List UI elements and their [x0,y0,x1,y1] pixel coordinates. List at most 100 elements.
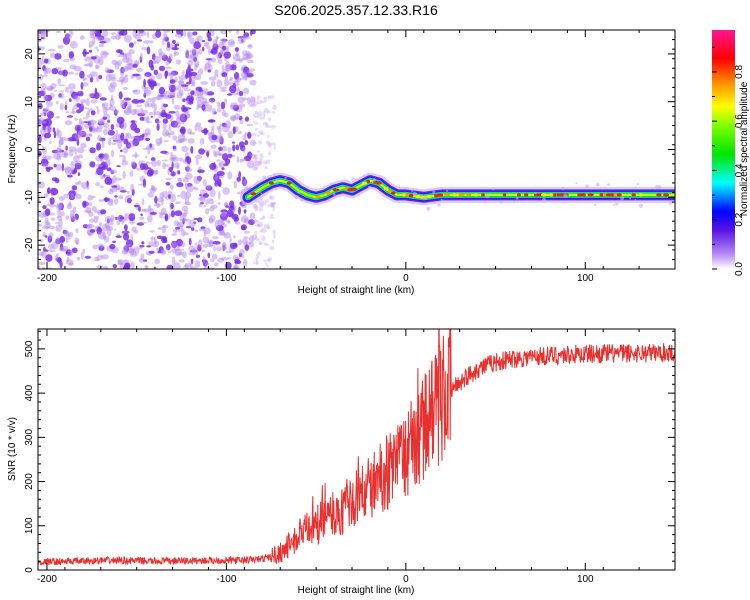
noise-speckle [235,144,240,151]
noise-speckle [259,157,263,161]
noise-speckle [38,261,46,265]
noise-speckle [190,146,194,154]
noise-speckle [239,119,244,125]
noise-speckle [201,104,206,111]
noise-speckle [190,258,194,264]
noise-speckle [225,219,231,223]
snr-panel: -200 -100 0 100 0 100 200 300 400 500 Height of s… [7,328,676,596]
noise-speckle [150,40,154,44]
signal-fringe [257,172,673,211]
noise-speckle [265,125,272,128]
noise-speckle [60,211,65,217]
noise-speckle [169,157,176,161]
noise-speckle [103,122,110,129]
noise-speckle [54,255,58,261]
noise-speckle [114,195,118,198]
noise-speckle [180,84,189,87]
signal-peak [656,193,662,197]
noise-speckle [172,229,178,233]
noise-speckle [173,50,177,57]
noise-speckle [113,198,119,205]
noise-speckle [149,230,156,233]
noise-speckle [271,142,276,146]
noise-speckle [164,164,170,167]
noise-speckle [59,103,64,111]
noise-speckle [211,134,218,141]
noise-speckle [123,212,130,221]
noise-speckle [232,144,236,152]
noise-speckle [120,132,125,141]
noise-speckle [263,242,267,246]
noise-speckle [54,178,60,184]
noise-speckle [270,125,277,129]
fringe-dot [426,206,431,211]
noise-speckle [97,118,106,125]
noise-speckle [198,239,203,248]
noise-speckle [176,91,183,99]
noise-speckle [238,141,245,149]
noise-speckle [234,113,241,120]
signal-peak [415,195,422,199]
noise-speckle [222,124,230,133]
noise-speckle [70,192,74,199]
noise-speckle [269,202,276,208]
noise-speckle [80,251,84,260]
noise-speckle [161,225,166,234]
noise-speckle [272,104,277,111]
noise-speckle [254,235,258,241]
noise-speckle [210,80,216,87]
noise-speckle [222,243,227,251]
noise-speckle [174,201,182,205]
noise-speckle [163,30,170,33]
signal-peak [332,188,340,192]
noise-speckle [210,57,217,63]
noise-speckle [201,250,206,252]
noise-speckle [217,102,221,108]
noise-speckle [267,259,271,262]
noise-speckle [43,193,49,198]
noise-speckle [139,163,145,171]
noise-speckle [244,140,249,146]
fringe-dot [595,182,600,187]
noise-speckle [83,121,89,124]
noise-speckle [168,132,171,138]
noise-speckle [112,240,116,243]
noise-speckle [88,44,93,49]
noise-speckle [233,235,236,239]
noise-speckle [75,240,79,245]
noise-speckle [68,51,75,59]
noise-speckle [229,200,235,209]
noise-speckle [177,35,183,39]
noise-speckle [203,193,209,198]
noise-speckle [246,160,255,169]
noise-speckle [252,113,256,118]
noise-speckle [153,266,157,269]
noise-speckle [180,190,188,199]
noise-speckle [251,153,257,160]
noise-speckle [201,40,206,43]
noise-speckle [269,195,273,200]
noise-speckle [252,166,258,171]
noise-speckle [40,83,47,91]
noise-speckle [44,249,49,252]
noise-speckle [207,60,211,67]
noise-speckle [189,49,196,54]
noise-speckle [84,107,88,110]
noise-speckle [107,120,110,123]
noise-speckle [181,228,186,237]
noise-speckle [229,41,236,45]
noise-speckle [217,178,222,187]
noise-speckle [134,89,138,93]
noise-speckle [220,30,227,34]
noise-speckle [121,249,128,255]
noise-speckle [157,227,163,230]
noise-speckle [165,113,172,120]
noise-speckle [48,232,54,239]
noise-speckle [259,153,264,159]
noise-speckle [193,186,196,189]
snr-y-tick-label: 0 [24,567,35,573]
noise-speckle [172,145,176,150]
noise-speckle [142,178,147,188]
noise-speckle [198,196,205,201]
